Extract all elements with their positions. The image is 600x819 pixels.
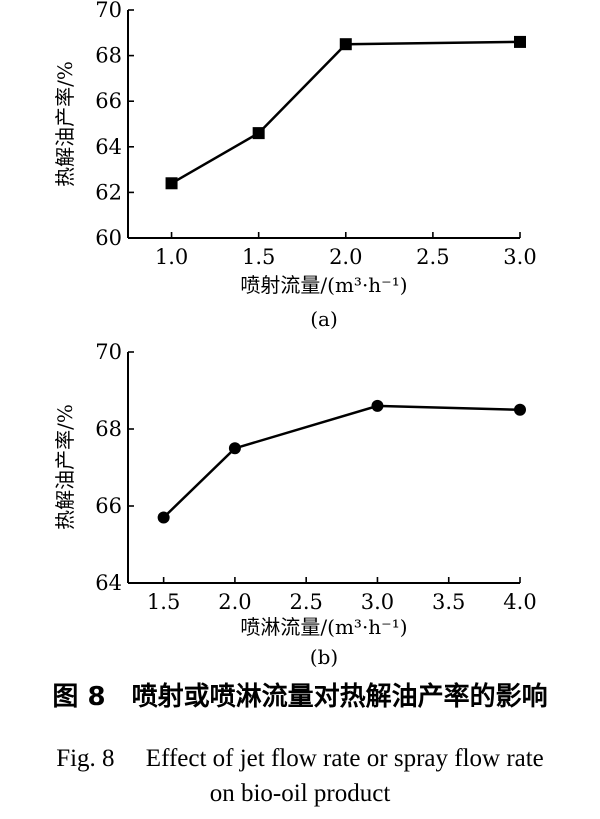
- figure-caption-cn: 图 8 喷射或喷淋流量对热解油产率的影响: [52, 682, 548, 712]
- y-tick-label: 64: [95, 135, 122, 159]
- x-tick-label: 2.5: [289, 590, 322, 614]
- x-axis-label: 喷淋流量/(m³·h⁻¹): [240, 615, 407, 639]
- x-tick-label: 2.0: [329, 245, 362, 269]
- x-tick-label: 3.5: [432, 590, 465, 614]
- data-point-circle: [514, 403, 526, 416]
- data-point-circle: [157, 511, 170, 524]
- y-tick-label: 66: [95, 89, 122, 113]
- x-tick-label: 1.0: [155, 245, 188, 269]
- chart-panel-b: 64 66 68 70 1.5 2.0 2.5 3.0 3.5 4.0 热解油产率/% 喷淋流量/(m…: [53, 340, 537, 669]
- y-axis-label: 热解油产率/%: [53, 404, 77, 530]
- x-tick-label: 2.5: [416, 245, 449, 269]
- data-point-square: [165, 177, 178, 190]
- x-tick-label: 3.0: [503, 245, 536, 269]
- y-tick-label: 68: [95, 44, 122, 68]
- series-line: [170, 40, 521, 185]
- data-point-circle: [371, 399, 384, 412]
- y-axis-label: 热解油产率/%: [53, 61, 77, 187]
- chart-panel-a: 60 62 64 66 68 70 1.0 1.5 2.0 2.5 3.0 热解油产率/% 喷射流量/(…: [53, 0, 537, 331]
- y-tick-label: 60: [95, 226, 122, 250]
- y-tick-label: 66: [95, 494, 122, 518]
- y-tick-label: 62: [95, 180, 122, 204]
- data-point-circle: [228, 442, 241, 455]
- series-line: [162, 404, 521, 519]
- x-axis-label: 喷射流量/(m³·h⁻¹): [240, 273, 407, 297]
- panel-label: (b): [310, 645, 338, 669]
- y-tick-label: 70: [95, 0, 122, 22]
- y-tick-label: 70: [95, 340, 122, 364]
- x-tick-label: 3.0: [361, 590, 394, 614]
- x-tick-label: 1.5: [242, 245, 275, 269]
- figure-caption-en-line1: Fig. 8 Effect of jet flow rate or spray …: [56, 745, 544, 772]
- x-tick-label: 4.0: [503, 590, 536, 614]
- figure-caption-en-line2: on bio-oil product: [209, 780, 391, 807]
- x-tick-label: 2.0: [218, 590, 251, 614]
- x-tick-label: 1.5: [147, 590, 180, 614]
- data-point-square: [252, 127, 265, 140]
- data-point-square: [514, 35, 526, 48]
- data-point-square: [339, 38, 352, 51]
- y-tick-label: 68: [95, 417, 122, 441]
- y-tick-label: 64: [95, 571, 122, 595]
- panel-label: (a): [310, 307, 338, 331]
